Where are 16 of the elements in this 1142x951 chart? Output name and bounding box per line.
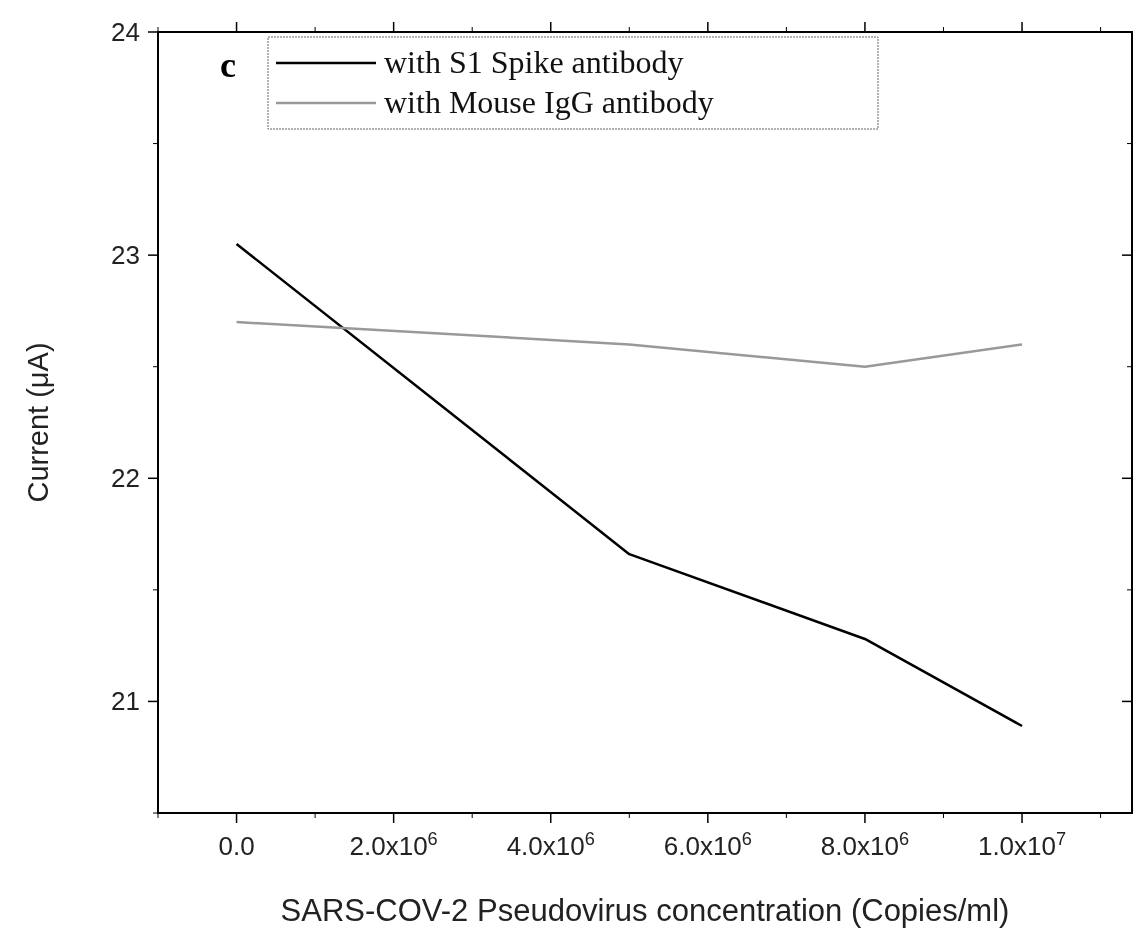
y-tick-label: 22: [111, 463, 140, 494]
legend-label: with S1 Spike antibody: [384, 44, 684, 80]
y-tick-label: 24: [111, 17, 140, 47]
y-axis-title: Current (μA): [22, 342, 54, 503]
x-tick-label: 4.0x10$^{6}$: [506, 829, 595, 861]
line-series: [235, 242, 1024, 728]
x-tick-label: 8.0x10$^{6}$: [820, 829, 910, 861]
x-tick-label: 2.0x10$^{6}$: [349, 829, 438, 861]
x-tick-label: 1.0x10$^{7}$: [977, 829, 1067, 861]
y-tick-label: 21: [111, 686, 140, 717]
x-axis-title: SARS-COV-2 Pseudovirus concentration (Copies/ml): [280, 893, 1010, 928]
legend-label: with Mouse IgG antibody: [384, 84, 714, 120]
annotation: c: [220, 45, 237, 85]
x-tick-label: 0.0: [218, 831, 255, 861]
y-tick-label: 23: [111, 240, 140, 271]
x-tick-label: 6.0x10$^{6}$: [663, 829, 752, 861]
